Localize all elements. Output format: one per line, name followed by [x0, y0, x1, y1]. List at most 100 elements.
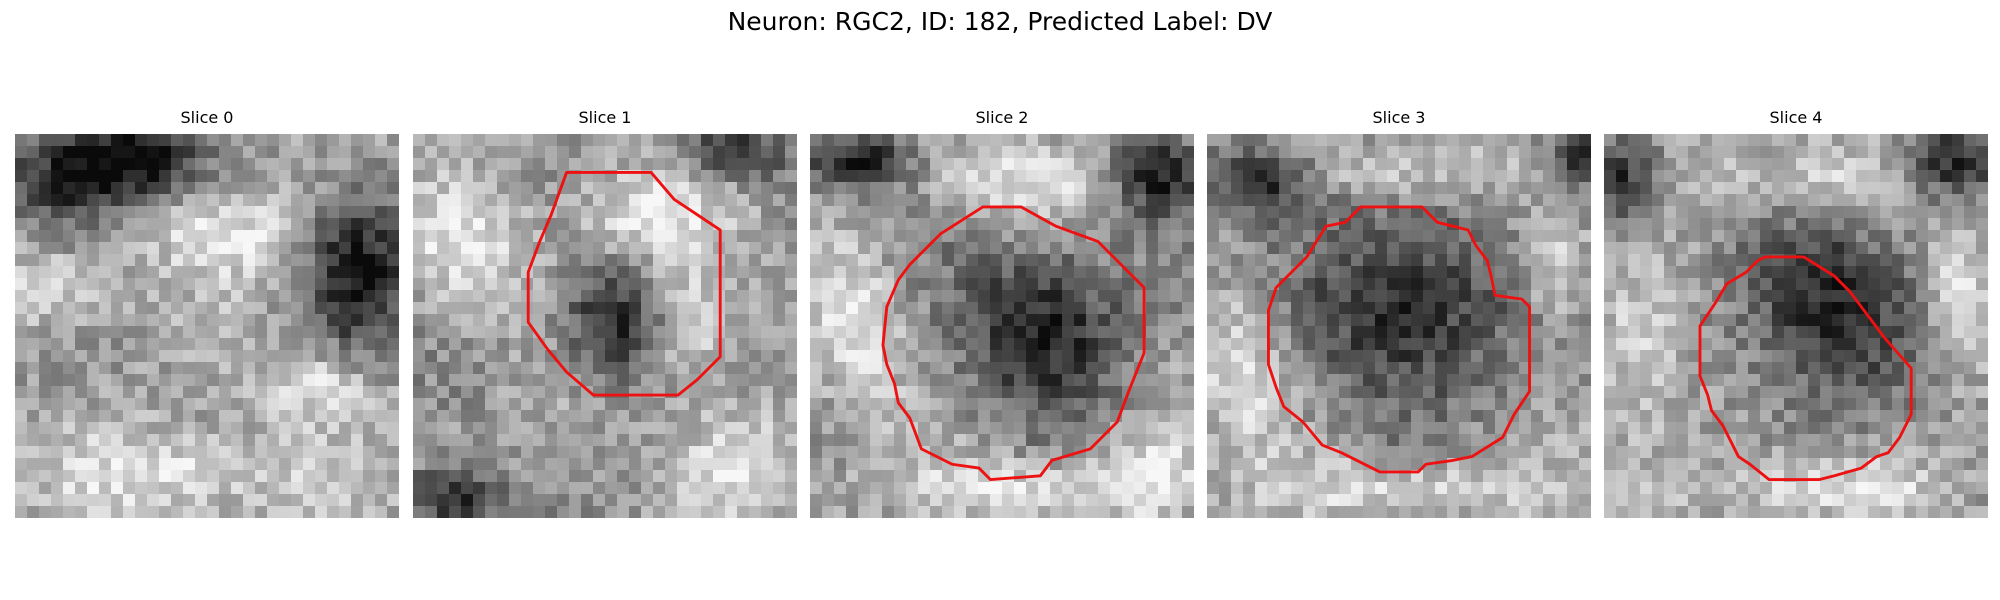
- pixel: [1447, 206, 1460, 219]
- pixel: [918, 338, 931, 351]
- pixel: [363, 494, 376, 507]
- pixel: [219, 242, 232, 255]
- pixel: [449, 278, 462, 291]
- pixel: [930, 338, 943, 351]
- pixel: [1736, 278, 1749, 291]
- pixel: [521, 158, 534, 171]
- pixel: [473, 314, 486, 327]
- pixel: [677, 458, 690, 471]
- pixel: [629, 410, 642, 423]
- pixel: [1892, 386, 1905, 399]
- pixel: [485, 386, 498, 399]
- pixel: [1207, 206, 1220, 219]
- pixel: [87, 266, 100, 279]
- pixel: [159, 482, 172, 495]
- pixel: [569, 422, 582, 435]
- pixel: [1122, 218, 1135, 231]
- pixel: [1700, 194, 1713, 207]
- pixel: [1700, 350, 1713, 363]
- pixel: [942, 230, 955, 243]
- pixel: [339, 194, 352, 207]
- pixel: [978, 434, 991, 447]
- pixel: [1579, 338, 1591, 351]
- pixel: [219, 446, 232, 459]
- pixel: [1772, 158, 1785, 171]
- pixel: [581, 194, 594, 207]
- pixel: [1279, 182, 1292, 195]
- pixel: [966, 386, 979, 399]
- pixel: [713, 206, 726, 219]
- pixel: [315, 446, 328, 459]
- pixel: [255, 410, 268, 423]
- pixel: [1146, 470, 1159, 483]
- pixel: [1110, 350, 1123, 363]
- pixel: [1327, 182, 1340, 195]
- pixel: [255, 290, 268, 303]
- pixel: [1856, 374, 1869, 387]
- pixel: [545, 374, 558, 387]
- pixel: [882, 482, 895, 495]
- pixel: [1026, 194, 1039, 207]
- pixel: [677, 290, 690, 303]
- pixel: [1351, 494, 1364, 507]
- pixel: [1483, 218, 1496, 231]
- pixel: [171, 422, 184, 435]
- pixel: [930, 170, 943, 183]
- pixel: [1026, 338, 1039, 351]
- pixel: [1351, 134, 1364, 147]
- pixel: [1519, 506, 1532, 518]
- pixel: [1086, 326, 1099, 339]
- pixel: [413, 458, 426, 471]
- pixel: [1050, 146, 1063, 159]
- pixel: [773, 278, 786, 291]
- pixel: [303, 374, 316, 387]
- pixel: [39, 506, 52, 518]
- pixel: [1447, 506, 1460, 518]
- pixel: [461, 410, 474, 423]
- pixel: [1255, 134, 1268, 147]
- pixel: [1110, 482, 1123, 495]
- pixel: [653, 338, 666, 351]
- pixel: [1303, 278, 1316, 291]
- pixel: [147, 338, 160, 351]
- pixel: [231, 494, 244, 507]
- pixel: [725, 194, 738, 207]
- pixel: [1952, 446, 1965, 459]
- pixel: [1411, 362, 1424, 375]
- pixel: [785, 182, 797, 195]
- pixel: [677, 362, 690, 375]
- pixel: [822, 410, 835, 423]
- pixel: [1291, 326, 1304, 339]
- pixel: [978, 458, 991, 471]
- pixel: [954, 158, 967, 171]
- pixel: [641, 338, 654, 351]
- pixel: [1267, 470, 1280, 483]
- pixel: [63, 194, 76, 207]
- pixel: [207, 422, 220, 435]
- pixel: [1062, 326, 1075, 339]
- pixel: [1736, 422, 1749, 435]
- pixel: [725, 410, 738, 423]
- pixel: [1868, 230, 1881, 243]
- pixel: [1664, 350, 1677, 363]
- pixel: [87, 482, 100, 495]
- pixel: [123, 230, 136, 243]
- pixel: [99, 446, 112, 459]
- pixel: [1459, 302, 1472, 315]
- pixel: [509, 194, 522, 207]
- pixel: [87, 314, 100, 327]
- pixel: [1567, 410, 1580, 423]
- pixel: [425, 410, 438, 423]
- pixel: [1543, 470, 1556, 483]
- pixel: [1471, 206, 1484, 219]
- pixel: [1050, 266, 1063, 279]
- pixel: [171, 362, 184, 375]
- pixel: [1652, 434, 1665, 447]
- pixel: [123, 422, 136, 435]
- pixel: [1760, 158, 1773, 171]
- pixel: [123, 350, 136, 363]
- pixel: [617, 230, 630, 243]
- pixel: [1351, 398, 1364, 411]
- pixel: [1447, 134, 1460, 147]
- pixel: [1712, 338, 1725, 351]
